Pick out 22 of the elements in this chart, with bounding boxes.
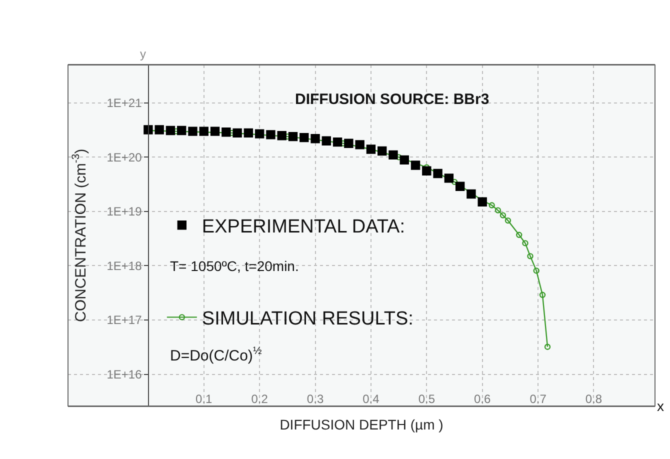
- y-tick-label: 1E+21: [106, 96, 142, 110]
- text: y: [140, 47, 146, 61]
- text: x: [657, 398, 664, 414]
- y-tick-label: 1E+20: [106, 150, 142, 164]
- x-tick-label: 0.8: [585, 392, 602, 406]
- x-tick-label: 0.5: [418, 392, 436, 406]
- x-tick-label: 0.3: [306, 392, 324, 406]
- x-tick-label: 0.4: [362, 392, 380, 406]
- text: DIFFUSION SOURCE: BBr3: [295, 91, 490, 108]
- x-tick-label: 0.2: [251, 392, 268, 406]
- x-tick-label: 0.6: [474, 392, 492, 406]
- legend-label: EXPERIMENTAL DATA:: [202, 216, 405, 238]
- x-tick-label: 0.7: [530, 392, 547, 406]
- x-tick-label: 0.1: [196, 392, 213, 406]
- legend-label: SIMULATION RESULTS:: [202, 308, 414, 330]
- y-tick-label: 1E+19: [106, 204, 142, 219]
- y-tick-label: 1E+16: [106, 367, 142, 382]
- y-tick-label: 1E+18: [106, 258, 142, 273]
- x-axis-title: DIFFUSION DEPTH (µm ): [280, 416, 444, 432]
- annotation: D=Do(C/Co)$^{½}$: [170, 345, 262, 364]
- annotation: T= 1050ºC, t=20min.: [170, 258, 299, 274]
- y-tick-label: 1E+17: [106, 313, 142, 328]
